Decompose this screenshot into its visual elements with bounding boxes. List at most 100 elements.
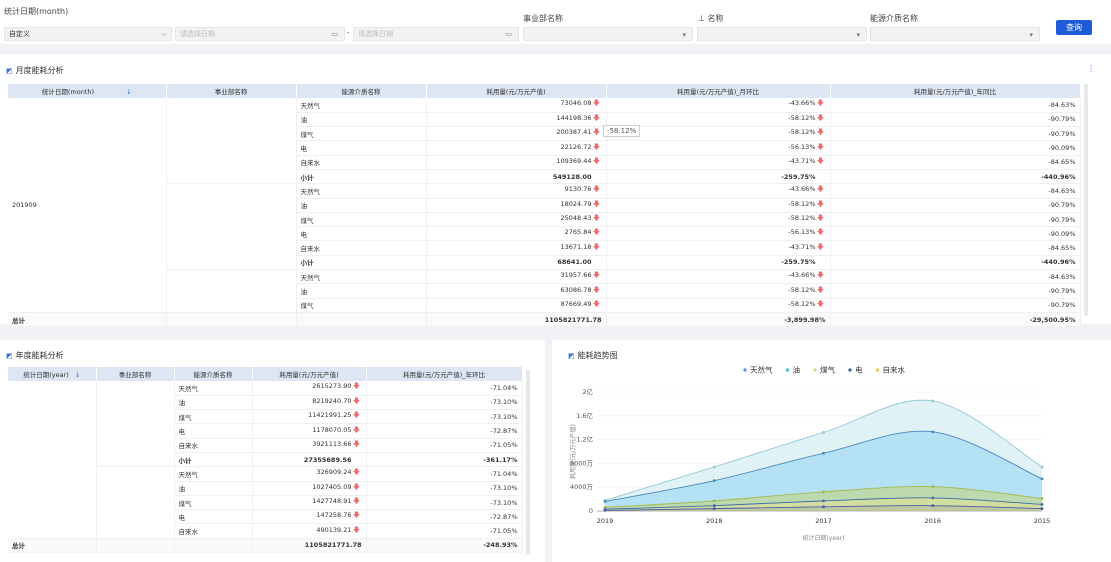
name-select[interactable]: ▾: [697, 27, 867, 41]
yoy-cell: -440.96%: [830, 169, 1081, 185]
total-value: 1105821771.78: [426, 312, 607, 328]
energy-filter-label: 能源介质名称: [870, 14, 918, 23]
data-point: [931, 399, 935, 403]
arrow-down-icon: 🡇: [352, 511, 361, 520]
yoy-cell: -84.63%: [830, 269, 1081, 285]
medium-cell: 天然气: [174, 381, 253, 396]
mom-cell: -43.66%🡇: [606, 183, 831, 199]
dept-cell: [96, 381, 175, 468]
value-cell: 2765.84🡇: [426, 226, 607, 242]
data-point: [712, 504, 716, 508]
scrollbar[interactable]: [1084, 84, 1088, 316]
data-point: [1040, 465, 1044, 469]
table-header-row: 统计日期(year) ↓ 事业部名称 能源介质名称 耗用量(元/万元产值) 耗用…: [8, 367, 523, 381]
data-point: [712, 479, 716, 483]
arrow-down-icon: 🡇: [816, 99, 825, 108]
arrow-down-icon: 🡇: [592, 113, 601, 122]
value-cell: 326909.24🡇: [252, 466, 367, 482]
col-header-dept[interactable]: 事业部名称: [166, 84, 297, 98]
subtotal-row: 小计 68641.00 -259.75% -440.96%: [8, 255, 1081, 271]
value-cell: 3921113.66🡇: [252, 438, 367, 453]
series-area: [605, 486, 1042, 510]
col-header-medium[interactable]: 能源介质名称: [174, 367, 253, 381]
mom-cell: -43.71%🡇: [606, 240, 831, 256]
col-header-value[interactable]: 耗用量(元/万元产值): [252, 367, 367, 381]
query-button[interactable]: 查询: [1056, 20, 1092, 35]
caret-down-icon: ▾: [682, 31, 686, 39]
series-area: [605, 400, 1042, 502]
sort-down-icon[interactable]: ↓: [74, 371, 81, 379]
date-mode-select[interactable]: 自定义 ⌵: [4, 27, 172, 41]
energy-select[interactable]: ▾: [870, 27, 1040, 41]
mom-cell: -58.12%🡇: [606, 283, 831, 299]
col-header-year[interactable]: 统计日期(year) ↓: [8, 367, 97, 381]
trend-chart: 0 4000万 8000万 1.2亿 1.6亿 2亿 2019 2018 2017 2016 201…: [569, 365, 1050, 543]
arrow-down-icon: 🡇: [816, 113, 825, 122]
data-point: [712, 507, 716, 511]
medium-cell: 油: [296, 112, 427, 128]
col-header-mom[interactable]: 耗用量(元/万元产值)_月环比: [606, 84, 831, 98]
more-icon[interactable]: ⋮: [1087, 64, 1095, 73]
start-date-input[interactable]: 请选择日期 ▭: [175, 27, 345, 41]
arrow-down-icon: 🡇: [816, 214, 825, 223]
yearly-table: 统计日期(year) ↓ 事业部名称 能源介质名称 耗用量(元/万元产值) 耗用…: [8, 367, 523, 554]
col-header-medium[interactable]: 能源介质名称: [296, 84, 427, 98]
data-point: [822, 490, 825, 494]
data-point: [822, 431, 825, 434]
data-point: [822, 451, 825, 455]
value-cell: 109369.44🡇: [426, 155, 607, 170]
table-row: 电 147258.76🡇 -72.87%: [8, 509, 523, 525]
table-row: 电 22126.72🡇 -56.13%🡇 -90.09%: [8, 140, 1081, 156]
end-date-input[interactable]: 请选择日期 ▭: [353, 27, 519, 41]
y-tick-label: 8000万: [570, 459, 594, 467]
col-header-yoy[interactable]: 耗用量(元/万元产值)_年环比: [366, 367, 523, 381]
mom-cell: -58.12%🡇: [606, 198, 831, 213]
col-header-value[interactable]: 耗用量(元/万元产值): [426, 84, 607, 98]
value-cell: 68641.00: [426, 255, 607, 271]
medium-cell: 油: [296, 283, 427, 299]
subtotal-row: 小计 549128.00 -259.75% -440.96%: [8, 169, 1081, 185]
yoy-cell: -90.79%: [830, 198, 1081, 213]
x-tick-label: 2019: [597, 517, 614, 525]
arrow-down-icon: 🡇: [352, 497, 361, 506]
value-cell: 11421991.25🡇: [252, 409, 367, 425]
total-label: 总计: [8, 312, 167, 328]
value-cell: 73046.08🡇: [426, 98, 607, 113]
arrow-down-icon: 🡇: [592, 99, 601, 108]
scrollbar[interactable]: [526, 370, 530, 555]
yoy-cell: -72.87%: [366, 423, 523, 439]
yoy-cell: -71.04%: [366, 381, 523, 396]
value-cell: 87669.49🡇: [426, 298, 607, 313]
legend-marker: [743, 368, 747, 372]
mom-cell: -58.12%🡇: [606, 212, 831, 228]
value-cell: 22126.72🡇: [426, 140, 607, 156]
value-cell: 27355689.56: [252, 452, 367, 468]
legend-marker: [875, 368, 880, 372]
medium-cell: 小计: [174, 452, 253, 468]
table-row: 电 1178070.05🡇 -72.87%: [8, 423, 523, 439]
arrow-down-icon: 🡇: [816, 271, 825, 280]
calendar-icon: ▭: [331, 30, 338, 38]
medium-cell: 电: [296, 140, 427, 156]
col-header-date[interactable]: 统计日期(month) ↓: [8, 84, 167, 98]
chevron-down-icon: ⌵: [161, 30, 167, 38]
dept-select[interactable]: ▾: [523, 27, 693, 41]
table-row: 煤气 25048.43🡇 -58.12%🡇 -90.79%: [8, 212, 1081, 228]
yoy-cell: -90.79%: [830, 126, 1081, 142]
col-header-yoy[interactable]: 耗用量(元/万元产值)_年同比: [830, 84, 1081, 98]
sort-down-icon[interactable]: ↓: [126, 88, 132, 96]
start-date-placeholder: 请选择日期: [180, 30, 215, 38]
col-header-dept[interactable]: 事业部名称: [96, 367, 175, 381]
medium-cell: 天然气: [174, 466, 253, 482]
table-icon: ⊥: [698, 14, 708, 23]
value-cell: 63086.78🡇: [426, 283, 607, 299]
yoy-cell: -90.79%: [830, 212, 1081, 228]
date-separator: -: [347, 29, 350, 37]
table-row: 天然气 2615273.90🡇 -71.04%: [8, 381, 523, 539]
medium-cell: 煤气: [296, 298, 427, 313]
medium-cell: 小计: [296, 169, 427, 185]
y-tick-label: 0: [589, 507, 593, 515]
value-cell: 147258.76🡇: [252, 509, 367, 525]
arrow-down-icon: 🡇: [592, 228, 601, 237]
value-cell: 8219240.70🡇: [252, 395, 367, 411]
